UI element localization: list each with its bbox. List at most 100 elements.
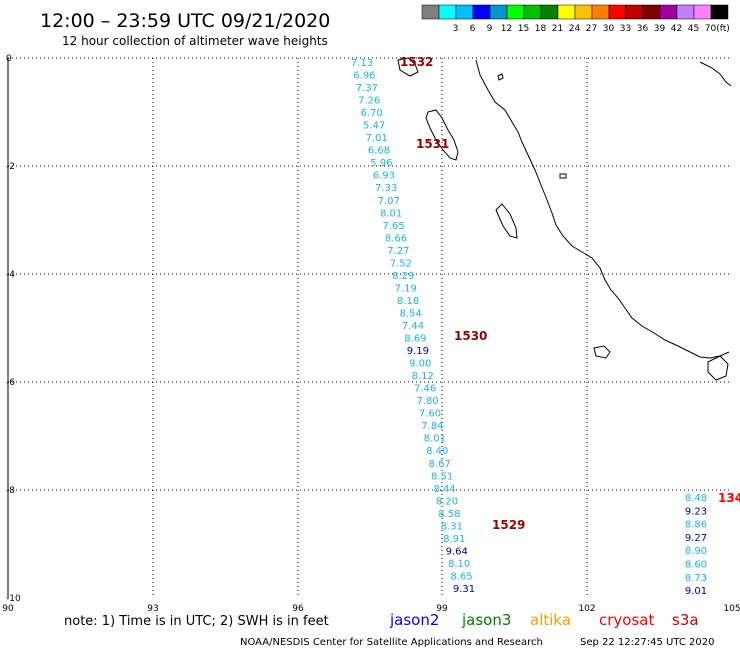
wave-height-label: 8.18 — [397, 296, 419, 307]
legend-swatch — [421, 4, 440, 20]
legend-swatch — [693, 4, 712, 20]
wave-height-label: 7.60 — [419, 409, 441, 420]
wave-height-label: 8.65 — [450, 571, 472, 582]
legend-swatch — [591, 4, 610, 20]
wave-height-label: 8.12 — [412, 371, 434, 382]
wave-height-label: 8.58 — [438, 509, 460, 520]
wave-height-label: 8.66 — [385, 233, 407, 244]
legend-swatch — [659, 4, 678, 20]
y-axis-label: 0 — [6, 54, 12, 64]
mainland-coast — [475, 59, 730, 359]
legend-tick-label: 3 — [453, 24, 459, 34]
wave-height-label: 6.68 — [368, 146, 390, 157]
legend-tick-label: 42 — [671, 24, 682, 34]
satellite-legend: jason2 jason3 altika cryosat s3a — [389, 611, 699, 629]
wave-height-label: 8.67 — [429, 459, 451, 470]
legend-swatch — [676, 4, 695, 20]
legend-tick-label: 9 — [487, 24, 493, 34]
wave-height-label: 9.00 — [409, 359, 431, 370]
island-east — [707, 355, 729, 381]
y-axis-label: -8 — [6, 486, 15, 496]
wave-height-label: 7.33 — [375, 183, 397, 194]
x-axis-label: 99 — [436, 604, 448, 614]
legend-tick-label: 30 — [603, 24, 615, 34]
satellite-name-jason2: jason2 — [389, 611, 439, 629]
island-middle — [495, 203, 518, 239]
wave-height-label: 8.40 — [426, 446, 448, 457]
legend-swatch — [506, 4, 525, 20]
y-axis-label: -6 — [6, 378, 15, 388]
legend-swatch — [625, 4, 644, 20]
wave-height-label: 7.46 — [414, 384, 436, 395]
legend-tick-label: 36 — [637, 24, 649, 34]
island-north — [397, 57, 419, 77]
wave-height-label: 6.93 — [373, 171, 395, 182]
wave-height-label: 9.19 — [407, 346, 429, 357]
legend-swatch — [523, 4, 542, 20]
legend-swatch — [642, 4, 661, 20]
legend-tick-label: 27 — [586, 24, 597, 34]
x-axis-label: 93 — [147, 604, 158, 614]
wave-height-label: 7.84 — [421, 421, 443, 432]
wave-height-label: 7.37 — [356, 83, 378, 94]
pass-time-label: 1532 — [400, 55, 433, 69]
wave-height-label: 9.01 — [685, 586, 707, 597]
wave-height-label: 8.01 — [424, 434, 446, 445]
wave-height-label: 8.86 — [685, 520, 707, 531]
wave-height-label: 8.01 — [380, 208, 402, 219]
legend-tick-label: 24 — [569, 24, 581, 34]
wave-height-label: 8.90 — [685, 546, 707, 557]
islet-b — [497, 73, 504, 81]
coast-north-inlet — [699, 61, 732, 87]
y-axis-label: -4 — [6, 270, 15, 280]
wave-height-label: 8.60 — [685, 560, 707, 571]
wave-height-label: 8.44 — [433, 484, 455, 495]
timestamp-text: Sep 22 12:27:45 UTC 2020 — [580, 637, 714, 648]
map-title: 12:00 – 23:59 UTC 09/21/2020 — [40, 10, 330, 32]
pass-time-label: 1531 — [416, 137, 449, 151]
wave-height-label: 5.96 — [370, 158, 392, 169]
footer-note: note: 1) Time is in UTC; 2) SWH is in fe… — [64, 614, 329, 629]
legend-swatch — [472, 4, 491, 20]
coastline — [397, 57, 732, 381]
wave-height-label: 7.65 — [382, 221, 404, 232]
wave-height-label: 6.70 — [361, 108, 383, 119]
wave-height-label: 8.48 — [685, 493, 707, 504]
wave-height-label: 9.64 — [446, 546, 468, 557]
wave-height-label: 7.27 — [387, 246, 409, 257]
legend-tick-label: 70 — [705, 24, 717, 34]
legend-tick-label: 45 — [688, 24, 699, 34]
legend-tick-label: 15 — [518, 24, 529, 34]
y-axis-label: -10 — [6, 594, 21, 604]
wave-height-label: 9.23 — [685, 506, 707, 517]
wave-height-label: 7.26 — [358, 96, 380, 107]
satellite-name-cryosat: cryosat — [599, 611, 654, 629]
y-axis-label: -2 — [6, 162, 15, 172]
wave-height-label: 6.96 — [353, 71, 375, 82]
legend-swatch — [608, 4, 627, 20]
wave-height-label: 8.54 — [399, 308, 421, 319]
satellite-name-jason3: jason3 — [461, 611, 511, 629]
legend-swatch — [557, 4, 576, 20]
wave-height-label: 8.29 — [392, 271, 414, 282]
wave-height-label: 7.07 — [378, 196, 400, 207]
wave-height-label: 7.44 — [402, 321, 424, 332]
wave-height-label: 7.52 — [390, 258, 412, 269]
legend-tick-label: 6 — [470, 24, 476, 34]
legend-tick-label: 21 — [552, 24, 563, 34]
wave-height-label: 9.27 — [685, 533, 707, 544]
wave-height-label: 8.10 — [448, 559, 470, 570]
legend-swatch — [489, 4, 508, 20]
pass-time-label: 134 — [718, 491, 740, 505]
island-south — [593, 345, 611, 359]
satellite-name-s3a: s3a — [672, 611, 699, 629]
x-axis-label: 90 — [2, 604, 14, 614]
legend-swatch — [574, 4, 593, 20]
x-axis-label: 105 — [723, 604, 740, 614]
wave-height-label: 5.47 — [363, 121, 385, 132]
wave-height-label: 8.91 — [443, 534, 465, 545]
island-large — [425, 109, 459, 161]
